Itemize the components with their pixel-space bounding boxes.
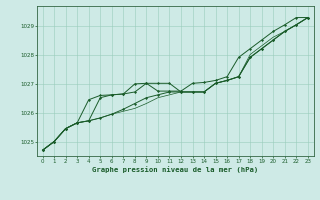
X-axis label: Graphe pression niveau de la mer (hPa): Graphe pression niveau de la mer (hPa) [92, 166, 258, 173]
